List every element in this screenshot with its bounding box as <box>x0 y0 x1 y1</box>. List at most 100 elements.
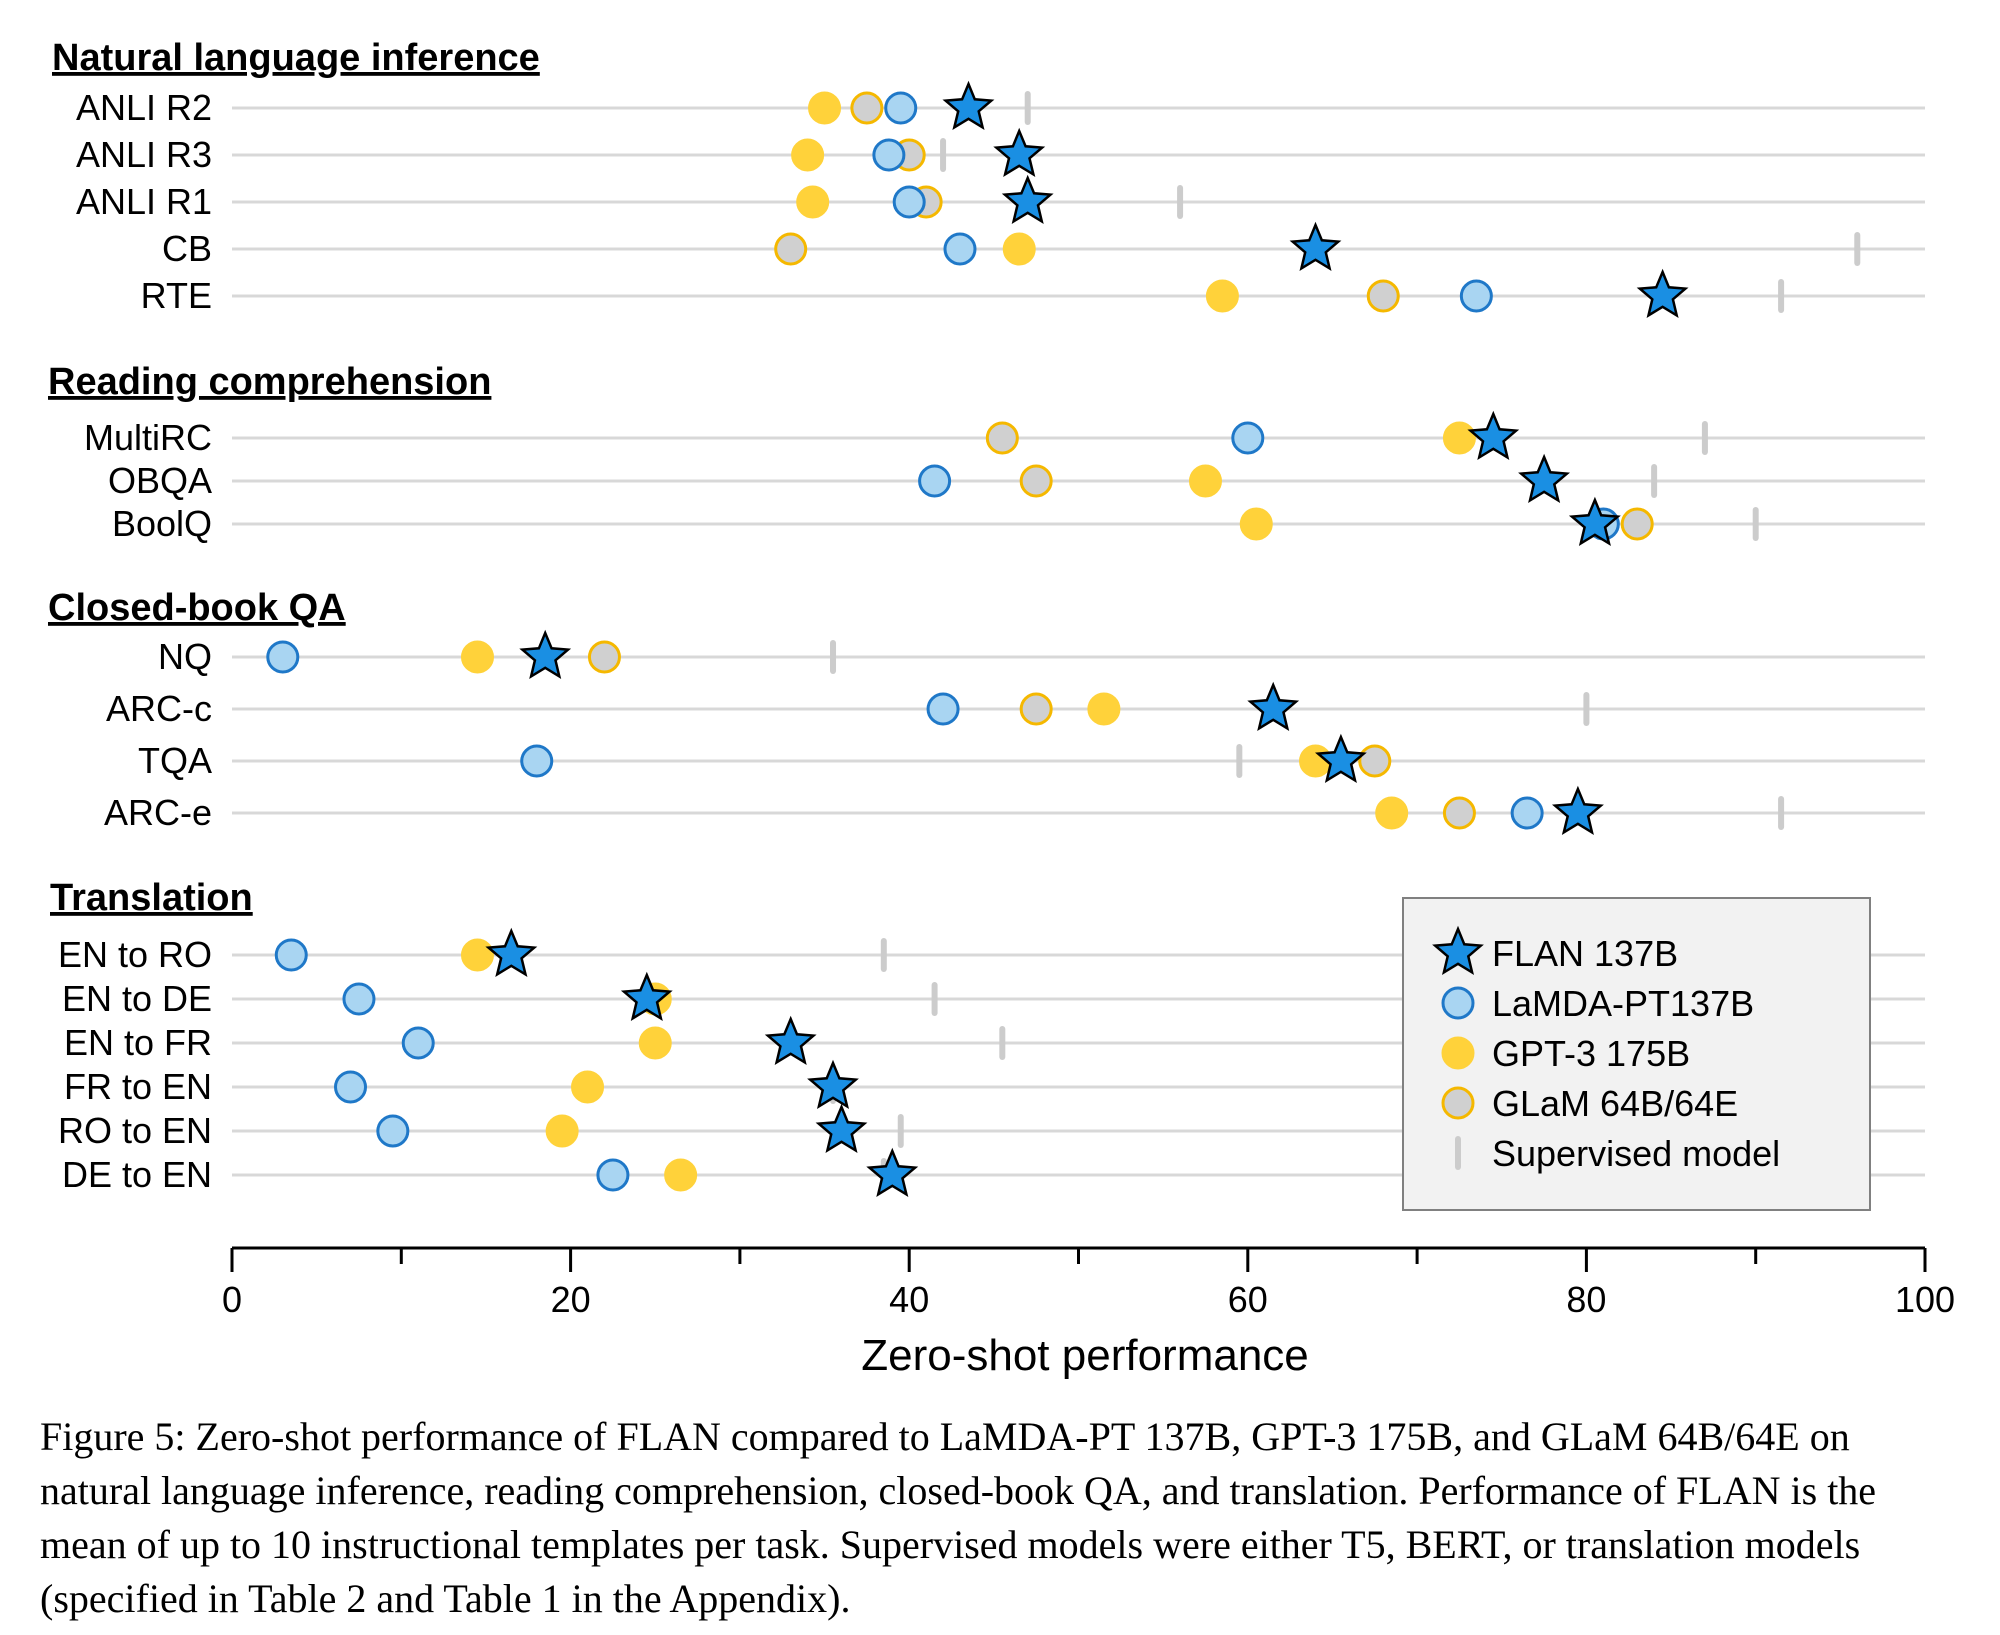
row-label: ARC-c <box>106 688 212 729</box>
gpt3-point <box>796 185 830 219</box>
glam-point <box>774 232 808 266</box>
flan-point <box>993 127 1046 178</box>
lamda-point <box>926 692 960 726</box>
flan-point <box>1568 496 1621 547</box>
lamda-point <box>376 1114 410 1148</box>
lamda-point <box>596 1158 630 1192</box>
gpt3-point <box>1239 507 1273 541</box>
gpt3-point <box>460 938 494 972</box>
row-label: EN to RO <box>58 934 212 975</box>
row-label: ANLI R2 <box>76 87 212 128</box>
x-tick-label: 100 <box>1895 1279 1955 1320</box>
legend-label: FLAN 137B <box>1492 933 1678 974</box>
legend-item: GLaM 64B/64E <box>1441 1083 1738 1124</box>
row-anli-r1: ANLI R1 <box>76 174 1925 225</box>
flan-point <box>1518 453 1571 504</box>
row-tqa: TQA <box>138 733 1925 784</box>
section-title: Translation <box>50 877 253 919</box>
row-obqa: OBQA <box>108 453 1925 504</box>
gpt3-point <box>545 1114 579 1148</box>
row-label: EN to FR <box>64 1022 212 1063</box>
row-label: DE to EN <box>62 1154 212 1195</box>
flan-point <box>1636 268 1689 319</box>
x-tick-label: 40 <box>889 1279 929 1320</box>
section-closed-book-qa: Closed-book QA NQ ARC-c TQA ARC-e <box>48 587 1925 836</box>
lamda-point <box>266 640 300 674</box>
lamda-point <box>334 1070 368 1104</box>
lamda-point <box>520 744 554 778</box>
gpt3-point <box>1442 421 1476 455</box>
flan-point <box>519 629 572 680</box>
glam-point <box>1442 796 1476 830</box>
row-arc-c: ARC-c <box>106 681 1925 732</box>
row-label: MultiRC <box>84 417 212 458</box>
glam-point <box>985 421 1019 455</box>
dot-plot-chart: Natural language inference ANLI R2 ANLI R3… <box>48 37 1955 1380</box>
legend-item: LaMDA-PT137B <box>1441 983 1754 1024</box>
flan-point <box>807 1059 859 1110</box>
gpt3-point <box>808 91 842 125</box>
flan-point <box>942 80 995 131</box>
flan-point <box>1551 785 1604 836</box>
row-label: ARC-e <box>104 792 212 833</box>
row-label: OBQA <box>108 460 212 501</box>
lamda-point <box>918 464 952 498</box>
legend-label: GLaM 64B/64E <box>1492 1083 1738 1124</box>
x-tick-label: 60 <box>1228 1279 1268 1320</box>
lamda-point <box>884 91 918 125</box>
gpt3-point <box>791 138 825 172</box>
row-anli-r3: ANLI R3 <box>76 127 1925 178</box>
x-axis: 0 20 40 60 80 100 Zero-shot performance <box>222 1246 1955 1380</box>
lamda-point <box>1231 421 1265 455</box>
legend-label: LaMDA-PT137B <box>1492 983 1754 1024</box>
row-cb: CB <box>162 221 1925 272</box>
flan-point <box>1289 221 1342 272</box>
row-arc-e: ARC-e <box>104 785 1925 836</box>
section-title: Reading comprehension <box>48 361 491 403</box>
row-label: RO to EN <box>58 1110 212 1151</box>
row-boolq: BoolQ <box>112 496 1925 547</box>
x-tick-label: 20 <box>551 1279 591 1320</box>
glam-point <box>1620 507 1654 541</box>
row-multirc: MultiRC <box>84 410 1925 461</box>
flan-point <box>866 1147 919 1198</box>
lamda-point <box>342 982 376 1016</box>
row-label: TQA <box>138 740 212 781</box>
lamda-point <box>892 185 926 219</box>
row-label: BoolQ <box>112 503 212 544</box>
lamda-point <box>1459 279 1493 313</box>
glam-point <box>1358 744 1392 778</box>
x-axis-title: Zero-shot performance <box>861 1331 1309 1380</box>
gpt3-point <box>664 1158 698 1192</box>
legend-marker <box>1441 986 1475 1020</box>
lamda-point <box>401 1026 435 1060</box>
gpt3-point <box>460 640 494 674</box>
section-natural-language-inference: Natural language inference ANLI R2 ANLI R3… <box>52 37 1925 319</box>
lamda-point <box>943 232 977 266</box>
row-label: EN to DE <box>62 978 212 1019</box>
row-nq: NQ <box>158 629 1925 680</box>
flan-point <box>1001 174 1054 225</box>
glam-point <box>1019 464 1053 498</box>
flan-point <box>1314 733 1367 784</box>
glam-point <box>587 640 621 674</box>
gpt3-point <box>1002 232 1036 266</box>
legend-item: FLAN 137B <box>1432 925 1678 976</box>
row-en-to-ro: EN to RO <box>58 927 1925 978</box>
legend: FLAN 137B LaMDA-PT137B GPT-3 175B GLaM 64B/… <box>1402 897 1871 1211</box>
lamda-point <box>274 938 308 972</box>
legend-flan-marker <box>1432 925 1484 976</box>
row-anli-r2: ANLI R2 <box>76 80 1925 131</box>
glam-point <box>850 91 884 125</box>
flan-point <box>1247 681 1300 732</box>
legend-label: Supervised model <box>1492 1133 1780 1174</box>
row-label: RTE <box>141 275 212 316</box>
legend-label: GPT-3 175B <box>1492 1033 1690 1074</box>
gpt3-point <box>1188 464 1222 498</box>
section-title: Closed-book QA <box>48 587 346 629</box>
legend-marker <box>1441 1036 1475 1070</box>
legend-item: Supervised model <box>1455 1133 1780 1174</box>
row-rte: RTE <box>141 268 1925 319</box>
flan-point <box>485 927 538 978</box>
